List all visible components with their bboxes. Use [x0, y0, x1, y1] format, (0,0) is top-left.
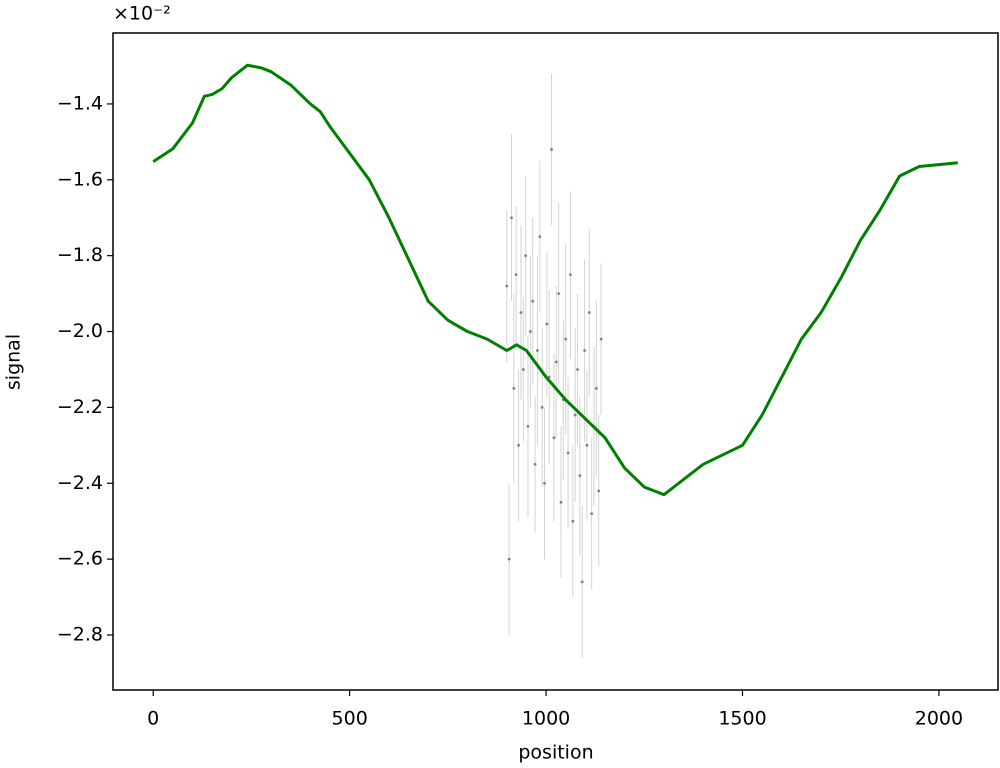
- y-tick-label: −1.6: [57, 168, 103, 190]
- data-point: [594, 387, 598, 390]
- y-tick-label: −2.6: [57, 548, 103, 570]
- data-point: [531, 299, 535, 303]
- y-tick-label: −1.4: [57, 92, 103, 114]
- data-point: [585, 443, 589, 447]
- data-point: [566, 451, 570, 455]
- data-point: [543, 481, 546, 485]
- data-point: [528, 330, 532, 333]
- y-tick-label: −2.8: [57, 623, 103, 645]
- data-point: [597, 489, 601, 493]
- x-tick-label: 0: [147, 708, 159, 730]
- x-tick-label: 2000: [915, 708, 963, 730]
- data-point: [545, 322, 549, 326]
- data-point: [536, 349, 539, 352]
- data-point: [573, 413, 577, 417]
- data-point: [599, 337, 603, 341]
- data-point: [587, 311, 591, 314]
- y-tick-label: −2.4: [57, 472, 103, 494]
- y-tick-label: −1.8: [57, 244, 103, 266]
- data-point: [569, 273, 572, 277]
- data-point: [571, 519, 575, 523]
- x-tick-label: 500: [332, 708, 368, 730]
- x-tick-label: 1500: [718, 708, 766, 730]
- data-point: [578, 474, 582, 478]
- data-point: [526, 424, 530, 428]
- data-point: [552, 436, 556, 440]
- data-point: [540, 405, 544, 409]
- data-line: [152, 63, 958, 497]
- data-point: [550, 148, 553, 151]
- x-axis-label: position: [518, 742, 593, 764]
- data-point: [505, 284, 509, 288]
- plot-frame: [112, 32, 999, 691]
- data-point: [576, 368, 579, 371]
- data-point: [580, 580, 584, 584]
- data-point: [564, 337, 568, 341]
- data-point: [507, 557, 511, 561]
- y-tick-label: −2.2: [57, 396, 103, 418]
- data-point: [557, 292, 561, 295]
- data-point: [524, 254, 528, 258]
- y-axis-label: signal: [3, 334, 25, 390]
- y-offset-label: ×10⁻²: [113, 3, 171, 25]
- y-tick-label: −2.0: [57, 320, 103, 342]
- data-point: [514, 273, 518, 277]
- data-point: [519, 311, 523, 314]
- data-point: [583, 349, 586, 352]
- data-point: [559, 500, 563, 504]
- data-point: [554, 360, 558, 364]
- data-point: [533, 462, 537, 466]
- data-point: [590, 512, 594, 516]
- data-point: [510, 216, 513, 220]
- data-point: [512, 387, 516, 390]
- x-tick-label: 1000: [522, 708, 570, 730]
- data-point: [517, 443, 520, 447]
- data-point: [538, 235, 542, 239]
- data-point: [521, 368, 525, 371]
